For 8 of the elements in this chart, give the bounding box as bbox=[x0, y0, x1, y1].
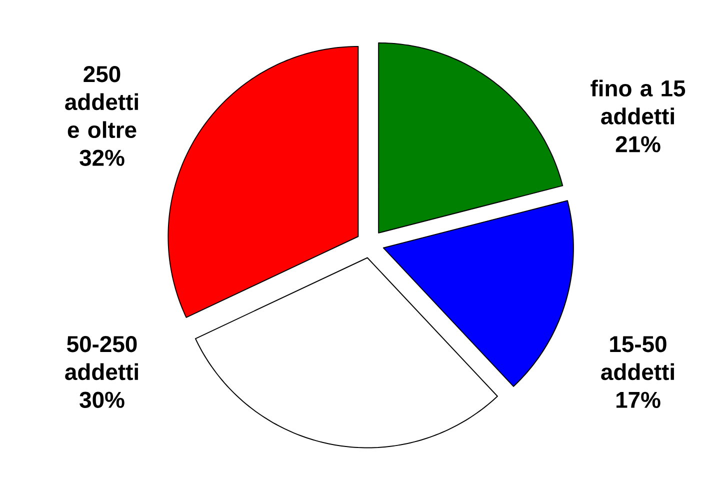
data-label: 30% bbox=[80, 392, 124, 408]
slice-label: 50-250 addetti bbox=[65, 336, 138, 380]
data-label: 17% bbox=[616, 392, 660, 408]
slice-label: fino a 15 addetti bbox=[590, 80, 686, 124]
slice-label: 15-50 addetti bbox=[601, 336, 674, 380]
data-label: 32% bbox=[80, 150, 124, 166]
data-label: 21% bbox=[616, 136, 660, 152]
slice-label: 250 addetti e oltre bbox=[65, 66, 138, 138]
